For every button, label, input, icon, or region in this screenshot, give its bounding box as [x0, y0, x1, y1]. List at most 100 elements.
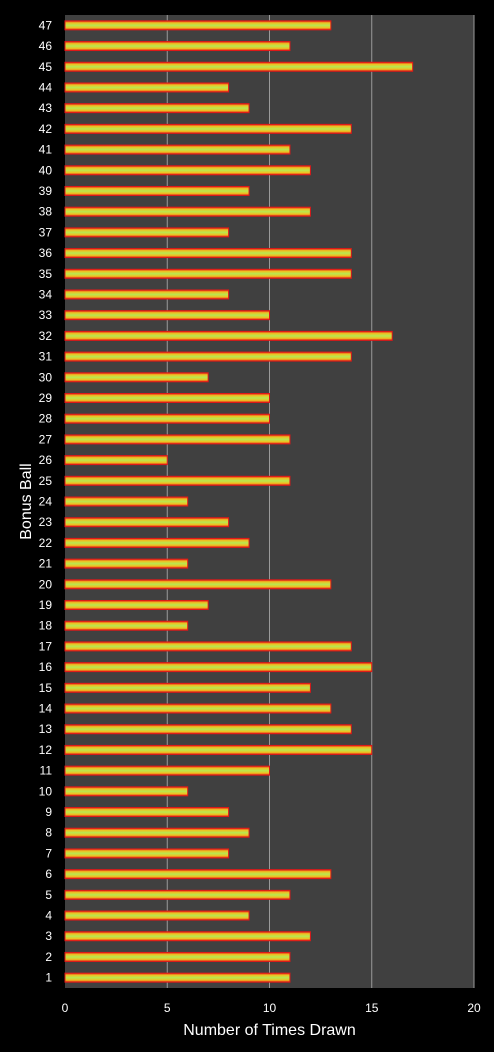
bar-15	[64, 682, 311, 693]
y-tick-label: 3	[45, 929, 52, 943]
y-tick-label: 45	[39, 60, 53, 74]
bar-14	[64, 703, 332, 714]
x-tick-label: 5	[164, 1001, 171, 1015]
bar-46	[64, 41, 291, 52]
bar-18	[64, 620, 189, 631]
bar-27	[64, 434, 291, 445]
bar-47	[64, 20, 332, 31]
bar-45	[64, 61, 414, 72]
y-tick-label: 5	[45, 888, 52, 902]
y-tick-label: 40	[39, 163, 53, 177]
y-tick-label: 41	[39, 143, 53, 157]
y-tick-label: 13	[39, 722, 53, 736]
bar-33	[64, 310, 270, 321]
y-tick-label: 30	[39, 370, 53, 384]
bar-12	[64, 744, 373, 755]
bar-8	[64, 827, 250, 838]
x-tick-label: 10	[263, 1001, 277, 1015]
y-tick-label: 12	[39, 743, 53, 757]
y-tick-label: 36	[39, 246, 53, 260]
bar-17	[64, 641, 352, 652]
bar-36	[64, 248, 352, 259]
y-tick-label: 21	[39, 557, 53, 571]
bar-1	[64, 972, 291, 983]
bar-6	[64, 869, 332, 880]
y-tick-label: 18	[39, 619, 53, 633]
bar-4	[64, 910, 250, 921]
bar-24	[64, 496, 189, 507]
y-tick-label: 34	[39, 287, 53, 301]
bar-42	[64, 123, 352, 134]
y-tick-label: 10	[39, 784, 53, 798]
y-tick-label: 44	[39, 80, 53, 94]
bar-25	[64, 475, 291, 486]
y-tick-label: 31	[39, 350, 53, 364]
y-tick-label: 42	[39, 122, 53, 136]
y-tick-label: 26	[39, 453, 53, 467]
bar-43	[64, 103, 250, 114]
y-tick-label: 7	[45, 846, 52, 860]
bar-29	[64, 392, 270, 403]
x-tick-label: 0	[62, 1001, 69, 1015]
y-tick-label: 43	[39, 101, 53, 115]
y-tick-label: 37	[39, 225, 53, 239]
bar-16	[64, 662, 373, 673]
bar-22	[64, 537, 250, 548]
y-tick-label: 25	[39, 474, 53, 488]
y-tick-label: 29	[39, 391, 53, 405]
y-tick-label: 46	[39, 39, 53, 53]
y-tick-label: 19	[39, 598, 53, 612]
y-tick-label: 20	[39, 577, 53, 591]
bar-37	[64, 227, 230, 238]
y-tick-label: 2	[45, 950, 52, 964]
bar-40	[64, 165, 311, 176]
bar-41	[64, 144, 291, 155]
bar-23	[64, 517, 230, 528]
x-tick-label: 20	[467, 1001, 481, 1015]
y-tick-label: 28	[39, 412, 53, 426]
x-axis-title: Number of Times Drawn	[183, 1022, 356, 1039]
bar-44	[64, 82, 230, 93]
y-tick-label: 15	[39, 681, 53, 695]
bar-19	[64, 600, 209, 611]
bar-20	[64, 579, 332, 590]
y-tick-label: 23	[39, 515, 53, 529]
bar-26	[64, 455, 168, 466]
y-tick-label: 1	[45, 971, 52, 985]
bar-32	[64, 330, 393, 341]
y-tick-label: 4	[45, 909, 52, 923]
bar-28	[64, 413, 270, 424]
bar-2	[64, 951, 291, 962]
y-tick-label: 17	[39, 639, 53, 653]
bar-9	[64, 807, 230, 818]
y-tick-label: 33	[39, 308, 53, 322]
bar-34	[64, 289, 230, 300]
y-tick-label: 6	[45, 867, 52, 881]
y-tick-label: 24	[39, 495, 53, 509]
bar-39	[64, 185, 250, 196]
y-tick-label: 35	[39, 267, 53, 281]
x-tick-labels: 0 5 10 15 20	[62, 1001, 481, 1015]
y-tick-label: 14	[39, 702, 53, 716]
bar-30	[64, 372, 209, 383]
y-tick-labels: 1234567891011121314151617181920212223242…	[39, 18, 53, 984]
y-tick-label: 16	[39, 660, 53, 674]
bar-5	[64, 889, 291, 900]
y-tick-label: 47	[39, 18, 53, 32]
bar-13	[64, 724, 352, 735]
y-tick-label: 39	[39, 184, 53, 198]
gridlines	[166, 15, 475, 988]
bar-35	[64, 268, 352, 279]
bar-38	[64, 206, 311, 217]
y-tick-label: 11	[40, 764, 53, 778]
y-tick-label: 8	[45, 826, 52, 840]
y-tick-label: 27	[39, 432, 53, 446]
bar-3	[64, 931, 311, 942]
x-tick-label: 15	[365, 1001, 379, 1015]
y-axis-title: Bonus Ball	[18, 463, 35, 540]
bars	[64, 20, 414, 983]
y-tick-label: 38	[39, 205, 53, 219]
bar-10	[64, 786, 189, 797]
bar-7	[64, 848, 230, 859]
